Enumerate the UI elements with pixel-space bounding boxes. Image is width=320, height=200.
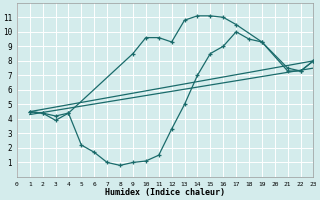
X-axis label: Humidex (Indice chaleur): Humidex (Indice chaleur) <box>105 188 225 197</box>
